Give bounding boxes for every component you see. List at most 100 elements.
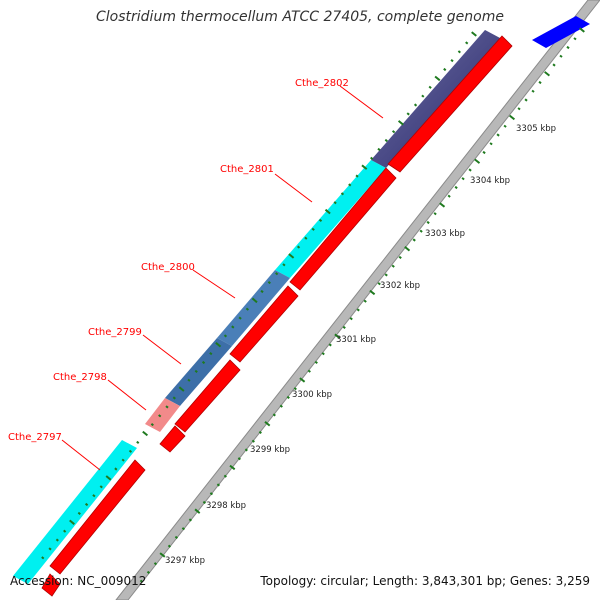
- outer-ruler-tick: [187, 378, 191, 382]
- cds-arrow-1: [387, 35, 513, 173]
- cds-arrow-3: [229, 285, 299, 363]
- inner-ruler-tick: [159, 552, 166, 558]
- outer-ruler-tick: [267, 281, 271, 285]
- inner-ruler-tick: [461, 177, 465, 181]
- outer-ruler-tick: [361, 164, 368, 170]
- outer-ruler-tick: [443, 67, 447, 72]
- inner-ruler-tick: [517, 107, 521, 111]
- outer-ruler-tick: [48, 547, 52, 551]
- leader-line-cthe-2800: [192, 269, 236, 299]
- outer-ruler-tick: [348, 183, 352, 187]
- inner-ruler-tick: [299, 377, 306, 383]
- inner-ruler-tick: [544, 71, 551, 77]
- inner-ruler-tick: [146, 570, 151, 574]
- inner-ruler-tick: [216, 483, 220, 487]
- inner-ruler-tick: [552, 63, 556, 67]
- outer-ruler-tick: [251, 297, 258, 304]
- outer-ruler-tick: [238, 316, 242, 320]
- outer-ruler-tick: [99, 485, 103, 489]
- outer-ruler-tick: [421, 94, 425, 98]
- inner-ruler-tick: [363, 299, 367, 303]
- outer-ruler-tick: [406, 112, 410, 116]
- inner-ruler-tick: [342, 325, 346, 329]
- leader-line-cthe-2798: [107, 379, 147, 411]
- inner-ruler-tick: [391, 264, 395, 268]
- outer-ruler-tick: [41, 556, 45, 560]
- strand-arrow-blue: [532, 16, 590, 48]
- outer-ruler-tick: [128, 449, 133, 453]
- backbone-line: [115, 0, 600, 600]
- inner-ruler-tick: [412, 238, 416, 242]
- feature-cthe-2800a: [217, 270, 290, 346]
- outer-ruler-tick: [471, 31, 477, 37]
- inner-ruler-tick: [482, 150, 486, 155]
- inner-ruler-tick: [566, 45, 570, 50]
- inner-ruler-tick: [153, 562, 158, 566]
- outer-ruler-tick: [172, 396, 176, 400]
- inner-ruler-tick: [398, 255, 402, 260]
- feature-cthe-2797: [13, 440, 137, 584]
- inner-ruler-tick: [447, 194, 451, 198]
- genome-summary-text: Topology: circular; Length: 3,843,301 bp…: [260, 574, 590, 588]
- ruler-ticks-outer: [41, 31, 477, 560]
- cds-track: [41, 35, 513, 597]
- outer-ruler-tick: [92, 494, 96, 498]
- outer-ruler-tick: [77, 511, 81, 515]
- inner-ruler-tick: [167, 544, 172, 548]
- inner-ruler-tick: [439, 202, 446, 208]
- outer-ruler-tick: [465, 41, 469, 45]
- outer-ruler-tick: [178, 386, 185, 392]
- map-title: Clostridium thermocellum ATCC 27405, com…: [96, 9, 504, 25]
- inner-ruler-tick: [188, 518, 192, 522]
- outer-ruler-tick: [209, 352, 213, 356]
- outer-ruler-tick: [397, 120, 404, 126]
- outer-ruler-tick: [324, 208, 331, 215]
- inner-ruler-tick: [293, 387, 297, 391]
- ruler-ticks-inner: [139, 27, 585, 583]
- outer-ruler-tick: [304, 236, 308, 240]
- gene-label-cthe-2802: Cthe_2802: [295, 78, 349, 89]
- inner-ruler-tick: [258, 430, 262, 434]
- ruler-labels: 3297 kbp 3298 kbp 3299 kbp 3300 kbp 3301…: [165, 124, 556, 566]
- inner-ruler-tick: [174, 535, 179, 539]
- outer-ruler-tick: [413, 103, 418, 107]
- inner-ruler-tick: [524, 98, 528, 102]
- inner-ruler-tick: [321, 352, 325, 356]
- inner-ruler-tick: [384, 273, 388, 277]
- gene-label-cthe-2798: Cthe_2798: [53, 372, 107, 383]
- inner-ruler-tick: [419, 229, 423, 233]
- ruler-label-3302: 3302 kbp: [380, 281, 420, 291]
- outer-ruler-tick: [282, 263, 286, 267]
- inner-ruler-tick: [139, 579, 144, 583]
- gene-label-cthe-2799: Cthe_2799: [88, 327, 142, 338]
- ruler-label-3301: 3301 kbp: [336, 335, 376, 345]
- cds-arrow-5: [159, 425, 186, 453]
- gene-label-cthe-2801: Cthe_2801: [220, 164, 274, 175]
- feature-track: [13, 30, 500, 584]
- inner-ruler-tick: [328, 343, 332, 347]
- outer-ruler-tick: [69, 519, 75, 525]
- inner-ruler-tick: [496, 133, 500, 137]
- inner-ruler-tick: [474, 158, 481, 164]
- outer-ruler-tick: [223, 334, 228, 338]
- leader-line-cthe-2797: [61, 439, 101, 471]
- gene-label-cthe-2797: Cthe_2797: [8, 432, 62, 443]
- outer-ruler-tick: [114, 467, 118, 471]
- inner-ruler-tick: [209, 492, 214, 496]
- inner-ruler-tick: [433, 212, 437, 216]
- outer-ruler-tick: [377, 147, 381, 151]
- inner-ruler-tick: [244, 448, 248, 452]
- outer-ruler-tick: [384, 138, 388, 143]
- gene-labels: Cthe_2802 Cthe_2801 Cthe_2800 Cthe_2799 …: [8, 78, 384, 471]
- inner-ruler-tick: [531, 89, 535, 93]
- inner-ruler-tick: [349, 317, 353, 321]
- inner-ruler-tick: [426, 220, 430, 225]
- cds-arrow-7: [41, 573, 61, 597]
- inner-ruler-tick: [314, 360, 318, 365]
- ruler-label-3303: 3303 kbp: [425, 229, 465, 239]
- leader-line-cthe-2801: [274, 173, 313, 203]
- ruler-label-3299: 3299 kbp: [250, 445, 290, 455]
- outer-ruler-tick: [457, 50, 461, 54]
- outer-ruler-tick: [136, 440, 140, 444]
- inner-ruler-tick: [559, 54, 563, 58]
